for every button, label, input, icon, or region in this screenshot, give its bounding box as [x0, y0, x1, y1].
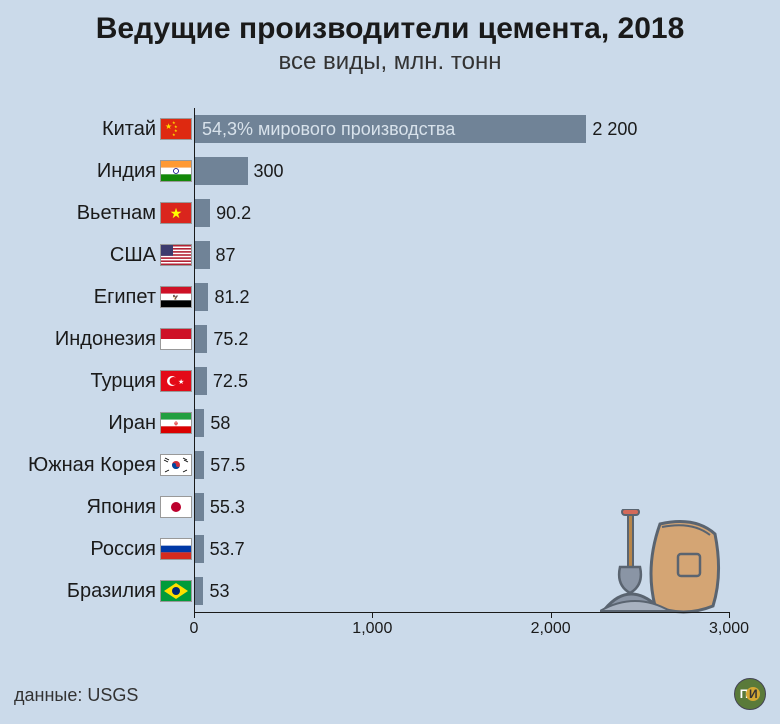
flag-icon [160, 160, 192, 182]
flag-icon [160, 580, 192, 602]
bar-value: 72.5 [213, 371, 248, 392]
country-label: Южная Корея [0, 454, 160, 477]
bar-row: Иран ☬ 58 [0, 402, 780, 444]
logo-i: И [746, 687, 760, 701]
x-tick [729, 612, 730, 618]
x-tick [194, 612, 195, 618]
x-tick-label: 1,000 [352, 620, 392, 638]
flag-icon: ★ [160, 370, 192, 392]
x-tick-label: 3,000 [709, 620, 749, 638]
x-tick [372, 612, 373, 618]
bar-value: 57.5 [210, 455, 245, 476]
flag-icon [160, 244, 192, 266]
flag-icon: ★ [160, 202, 192, 224]
country-label: Индонезия [0, 328, 160, 351]
bar-value: 53 [209, 581, 229, 602]
country-label: Турция [0, 370, 160, 393]
svg-text:★: ★ [170, 205, 183, 221]
country-label: Иран [0, 412, 160, 435]
bar [194, 367, 207, 395]
bar [194, 157, 248, 185]
bar-row: Индонезия 75.2 [0, 318, 780, 360]
svg-text:🦅: 🦅 [173, 294, 179, 301]
bar-value: 53.7 [210, 539, 245, 560]
bar-value: 300 [254, 161, 284, 182]
y-axis-line [194, 108, 195, 612]
chart-title: Ведущие производители цемента, 2018 [0, 0, 780, 46]
bar [194, 409, 204, 437]
bar [194, 577, 203, 605]
bar [194, 241, 210, 269]
x-tick-label: 0 [190, 620, 199, 638]
svg-text:★: ★ [178, 378, 184, 386]
bar-row: Индия 300 [0, 150, 780, 192]
x-tick [551, 612, 552, 618]
country-label: Бразилия [0, 580, 160, 603]
bar-row: Египет 🦅 81.2 [0, 276, 780, 318]
flag-icon [160, 538, 192, 560]
bar [194, 199, 210, 227]
bar-value: 2 200 [592, 119, 637, 140]
x-tick-label: 2,000 [531, 620, 571, 638]
flag-icon: ☬ [160, 412, 192, 434]
cement-illustration-icon [600, 509, 730, 624]
flag-icon [160, 328, 192, 350]
svg-text:☬: ☬ [174, 421, 178, 428]
bar-row: Турция ★ 72.5 [0, 360, 780, 402]
flag-icon: ★★★★★ [160, 118, 192, 140]
country-label: Япония [0, 496, 160, 519]
country-label: Египет [0, 286, 160, 309]
bar [194, 283, 208, 311]
country-label: Китай [0, 118, 160, 141]
bar [194, 451, 204, 479]
bar-value: 55.3 [210, 497, 245, 518]
flag-icon [160, 496, 192, 518]
source-logo-icon: ПИ [734, 678, 766, 710]
data-source: данные: USGS [14, 685, 138, 706]
country-label: Россия [0, 538, 160, 561]
bar-value: 87 [216, 245, 236, 266]
bar-row: Китай ★★★★★ 54,3% мирового производства … [0, 108, 780, 150]
bar [194, 493, 204, 521]
bar [194, 325, 207, 353]
svg-text:★: ★ [172, 132, 176, 137]
country-label: Вьетнам [0, 202, 160, 225]
bar-row: Южная Корея 57.5 [0, 444, 780, 486]
bar-value: 75.2 [213, 329, 248, 350]
bar-inside-label: 54,3% мирового производства [202, 115, 455, 143]
bar [194, 535, 204, 563]
bar-value: 58 [210, 413, 230, 434]
country-label: Индия [0, 160, 160, 183]
bar-value: 90.2 [216, 203, 251, 224]
flag-icon [160, 454, 192, 476]
x-axis: 0 1,000 2,000 3,000 [194, 612, 750, 613]
bar-row: Вьетнам ★ 90.2 [0, 192, 780, 234]
chart-subtitle: все виды, млн. тонн [0, 46, 780, 76]
bar-row: США 87 [0, 234, 780, 276]
bar-value: 81.2 [214, 287, 249, 308]
flag-icon: 🦅 [160, 286, 192, 308]
country-label: США [0, 244, 160, 267]
